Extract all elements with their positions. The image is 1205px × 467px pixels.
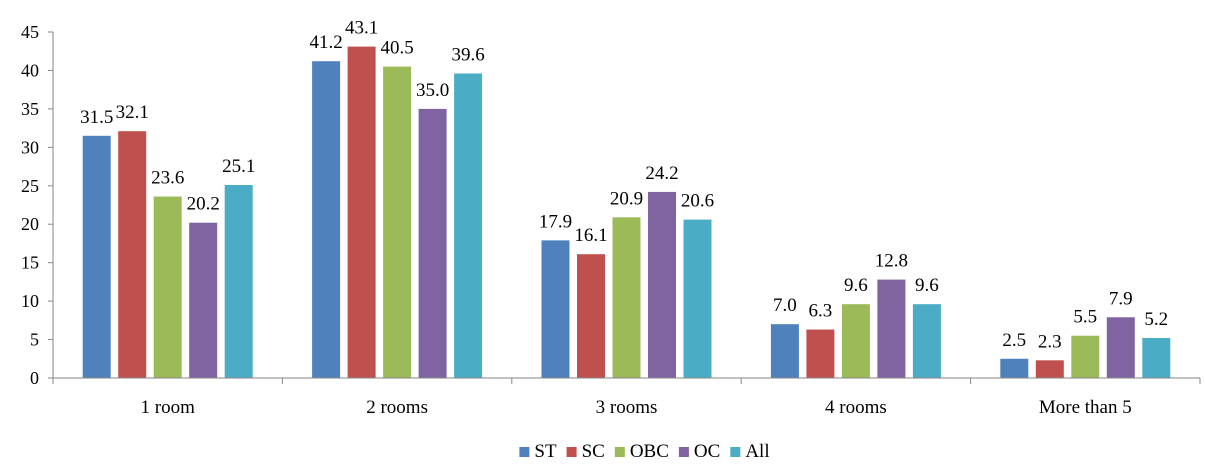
y-tick-label: 20 <box>21 214 39 234</box>
bar-oc <box>877 279 906 378</box>
y-tick-label: 45 <box>21 22 39 42</box>
data-label: 31.5 <box>80 107 113 128</box>
bar-sc <box>347 46 376 379</box>
category-label: More than 5 <box>1039 397 1132 418</box>
bar-sc <box>118 131 147 378</box>
data-label: 7.0 <box>773 295 797 316</box>
category-label: 3 rooms <box>596 397 658 418</box>
data-label: 39.6 <box>451 45 484 66</box>
data-label: 41.2 <box>309 32 342 53</box>
data-label: 23.6 <box>151 168 184 189</box>
legend-item-obc: OBC <box>614 441 669 462</box>
legend-item-all: All <box>730 441 770 462</box>
bar-oc <box>418 108 447 378</box>
bars <box>82 46 1171 379</box>
data-label: 24.2 <box>645 163 678 184</box>
bar-st <box>312 61 341 379</box>
data-label: 17.9 <box>539 211 572 232</box>
data-label: 7.9 <box>1109 288 1133 309</box>
y-tick-label: 10 <box>21 291 39 311</box>
y-tick-label: 30 <box>21 137 39 157</box>
category-label: 1 room <box>141 397 196 418</box>
bar-obc <box>612 217 641 378</box>
data-labels: 31.5 32.1 23.620.225.1 41.243.140.535.039.6… <box>80 18 1168 353</box>
legend-label: OC <box>694 441 720 462</box>
bar-sc <box>1035 360 1064 378</box>
bar-obc <box>1071 335 1100 378</box>
data-label: 35.0 <box>416 80 449 101</box>
bar-st <box>1000 358 1029 378</box>
legend-label: SC <box>582 441 605 462</box>
legend-swatch <box>566 447 577 457</box>
bar-oc <box>1106 317 1135 378</box>
data-label: 2.5 <box>1002 330 1026 351</box>
data-label: 20.9 <box>610 188 643 209</box>
bar-st <box>770 324 799 378</box>
data-label: 40.5 <box>380 38 413 59</box>
legend-item-oc: OC <box>678 441 720 462</box>
bar-sc <box>577 254 605 378</box>
legend-swatch <box>730 447 741 457</box>
bar-st <box>82 135 111 378</box>
category-label: 4 rooms <box>825 397 887 418</box>
y-tick-label: 25 <box>21 176 39 196</box>
data-label: 9.6 <box>915 275 939 296</box>
legend-label: ST <box>534 441 557 462</box>
y-tick-label: 15 <box>21 253 39 273</box>
bar-st <box>541 240 570 378</box>
y-tick-label: 0 <box>30 368 39 388</box>
bar-all <box>224 185 253 378</box>
data-label: 43.1 <box>345 18 378 39</box>
legend-swatch <box>519 447 530 457</box>
data-label: 5.2 <box>1144 309 1168 330</box>
y-tick-label: 40 <box>21 60 39 80</box>
data-label: 32.1 <box>116 102 149 123</box>
bar-obc <box>153 196 182 378</box>
category-label: 2 rooms <box>366 397 428 418</box>
legend-item-sc: SC <box>566 441 605 462</box>
legend-label: All <box>745 441 769 462</box>
legend: ST SC OBC OC All <box>519 441 770 462</box>
y-axis: 0 5 10 15 20 25 30 35 40 45 <box>21 22 54 388</box>
data-label: 20.2 <box>187 194 220 215</box>
bar-all <box>1142 338 1171 378</box>
data-label: 20.6 <box>681 191 714 212</box>
data-label: 6.3 <box>809 301 833 322</box>
bar-obc <box>841 304 870 378</box>
y-tick-label: 35 <box>21 99 39 119</box>
data-label: 2.3 <box>1038 331 1062 352</box>
data-label: 12.8 <box>875 251 908 272</box>
data-label: 9.6 <box>844 275 868 296</box>
bar-all <box>683 219 712 378</box>
legend-label: OBC <box>630 441 669 462</box>
legend-swatch <box>678 447 689 457</box>
data-label: 5.5 <box>1073 307 1097 328</box>
bar-oc <box>648 191 676 378</box>
bar-all <box>912 304 941 378</box>
x-axis: 1 room 2 rooms 3 rooms 4 rooms More than 5 <box>52 377 1201 418</box>
legend-item-st: ST <box>519 441 557 462</box>
data-label: 25.1 <box>222 156 255 177</box>
data-label: 16.1 <box>574 225 607 246</box>
bar-obc <box>383 66 412 378</box>
bar-all <box>454 73 483 379</box>
legend-swatch <box>614 447 625 457</box>
y-tick-label: 5 <box>30 330 39 350</box>
bar-sc <box>806 329 835 378</box>
bar-oc <box>189 222 218 378</box>
